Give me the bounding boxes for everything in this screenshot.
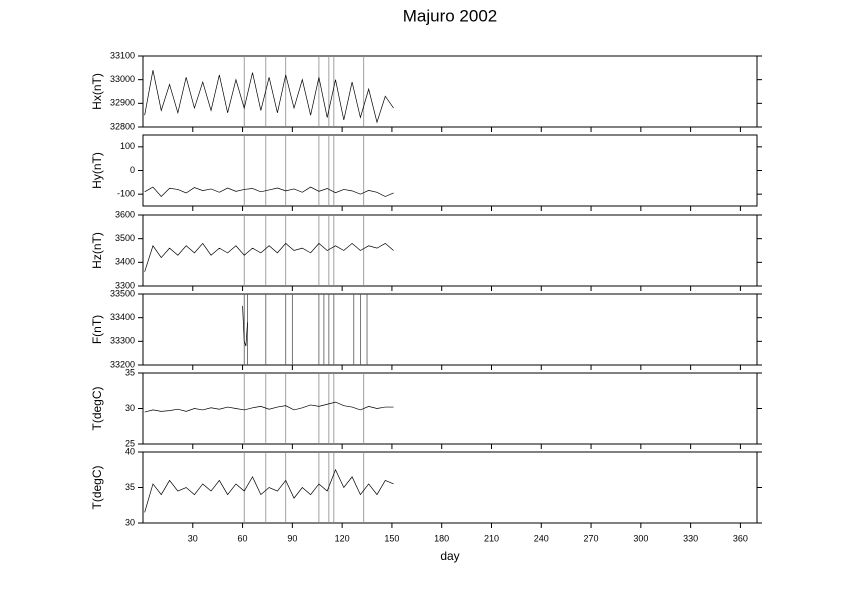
y-tick-label: 33400	[110, 312, 135, 322]
x-tick-label: 60	[238, 533, 248, 543]
x-tick-label: 300	[633, 533, 648, 543]
x-tick-label: 240	[534, 533, 549, 543]
y-tick-label: 35	[125, 482, 135, 492]
y-tick-label: 40	[125, 446, 135, 456]
y-axis-label: T(degC)	[90, 386, 104, 430]
panel-frame	[142, 55, 758, 128]
y-tick-label: 30	[125, 517, 135, 527]
x-tick-label: 180	[434, 533, 449, 543]
y-tick-label: 3400	[115, 257, 135, 267]
y-tick-label: 32800	[110, 121, 135, 131]
y-tick-label: 35	[125, 367, 135, 377]
y-tick-label: 25	[125, 438, 135, 448]
data-line	[144, 186, 394, 198]
x-tick-label: 360	[733, 533, 748, 543]
panel-frame	[142, 451, 758, 524]
y-axis-label: T(degC)	[90, 465, 104, 509]
panel-frame	[142, 214, 758, 287]
y-tick-label: 3300	[115, 280, 135, 290]
y-tick-label: 3500	[115, 233, 135, 243]
y-axis-label: Hz(nT)	[90, 232, 104, 269]
y-tick-label: 3600	[115, 209, 135, 219]
y-tick-label: 33300	[110, 336, 135, 346]
x-tick-label: 150	[384, 533, 399, 543]
y-axis-label: F(nT)	[90, 315, 104, 344]
data-line	[144, 70, 394, 124]
data-line	[242, 305, 248, 347]
data-line	[144, 468, 394, 513]
x-tick-label: 210	[484, 533, 499, 543]
x-axis-label: day	[440, 549, 459, 563]
y-tick-label: 30	[125, 403, 135, 413]
x-tick-label: 30	[188, 533, 198, 543]
y-tick-label: 32900	[110, 98, 135, 108]
chart-title: Majuro 2002	[403, 6, 498, 25]
y-tick-label: 0	[130, 165, 135, 175]
y-tick-label: 33200	[110, 359, 135, 369]
data-line	[144, 401, 394, 413]
x-tick-label: 90	[287, 533, 297, 543]
y-axis-label: Hx(nT)	[90, 73, 104, 110]
x-tick-label: 270	[584, 533, 599, 543]
y-tick-label: 33100	[110, 50, 135, 60]
data-line	[144, 242, 394, 272]
panel-frame	[142, 293, 758, 366]
y-tick-label: 33000	[110, 74, 135, 84]
panel-frame	[142, 134, 758, 207]
y-tick-label: 33500	[110, 288, 135, 298]
y-tick-label: 100	[120, 141, 135, 151]
x-tick-label: 330	[683, 533, 698, 543]
y-axis-label: Hy(nT)	[90, 152, 104, 189]
x-tick-label: 120	[335, 533, 350, 543]
y-tick-label: -100	[117, 189, 135, 199]
